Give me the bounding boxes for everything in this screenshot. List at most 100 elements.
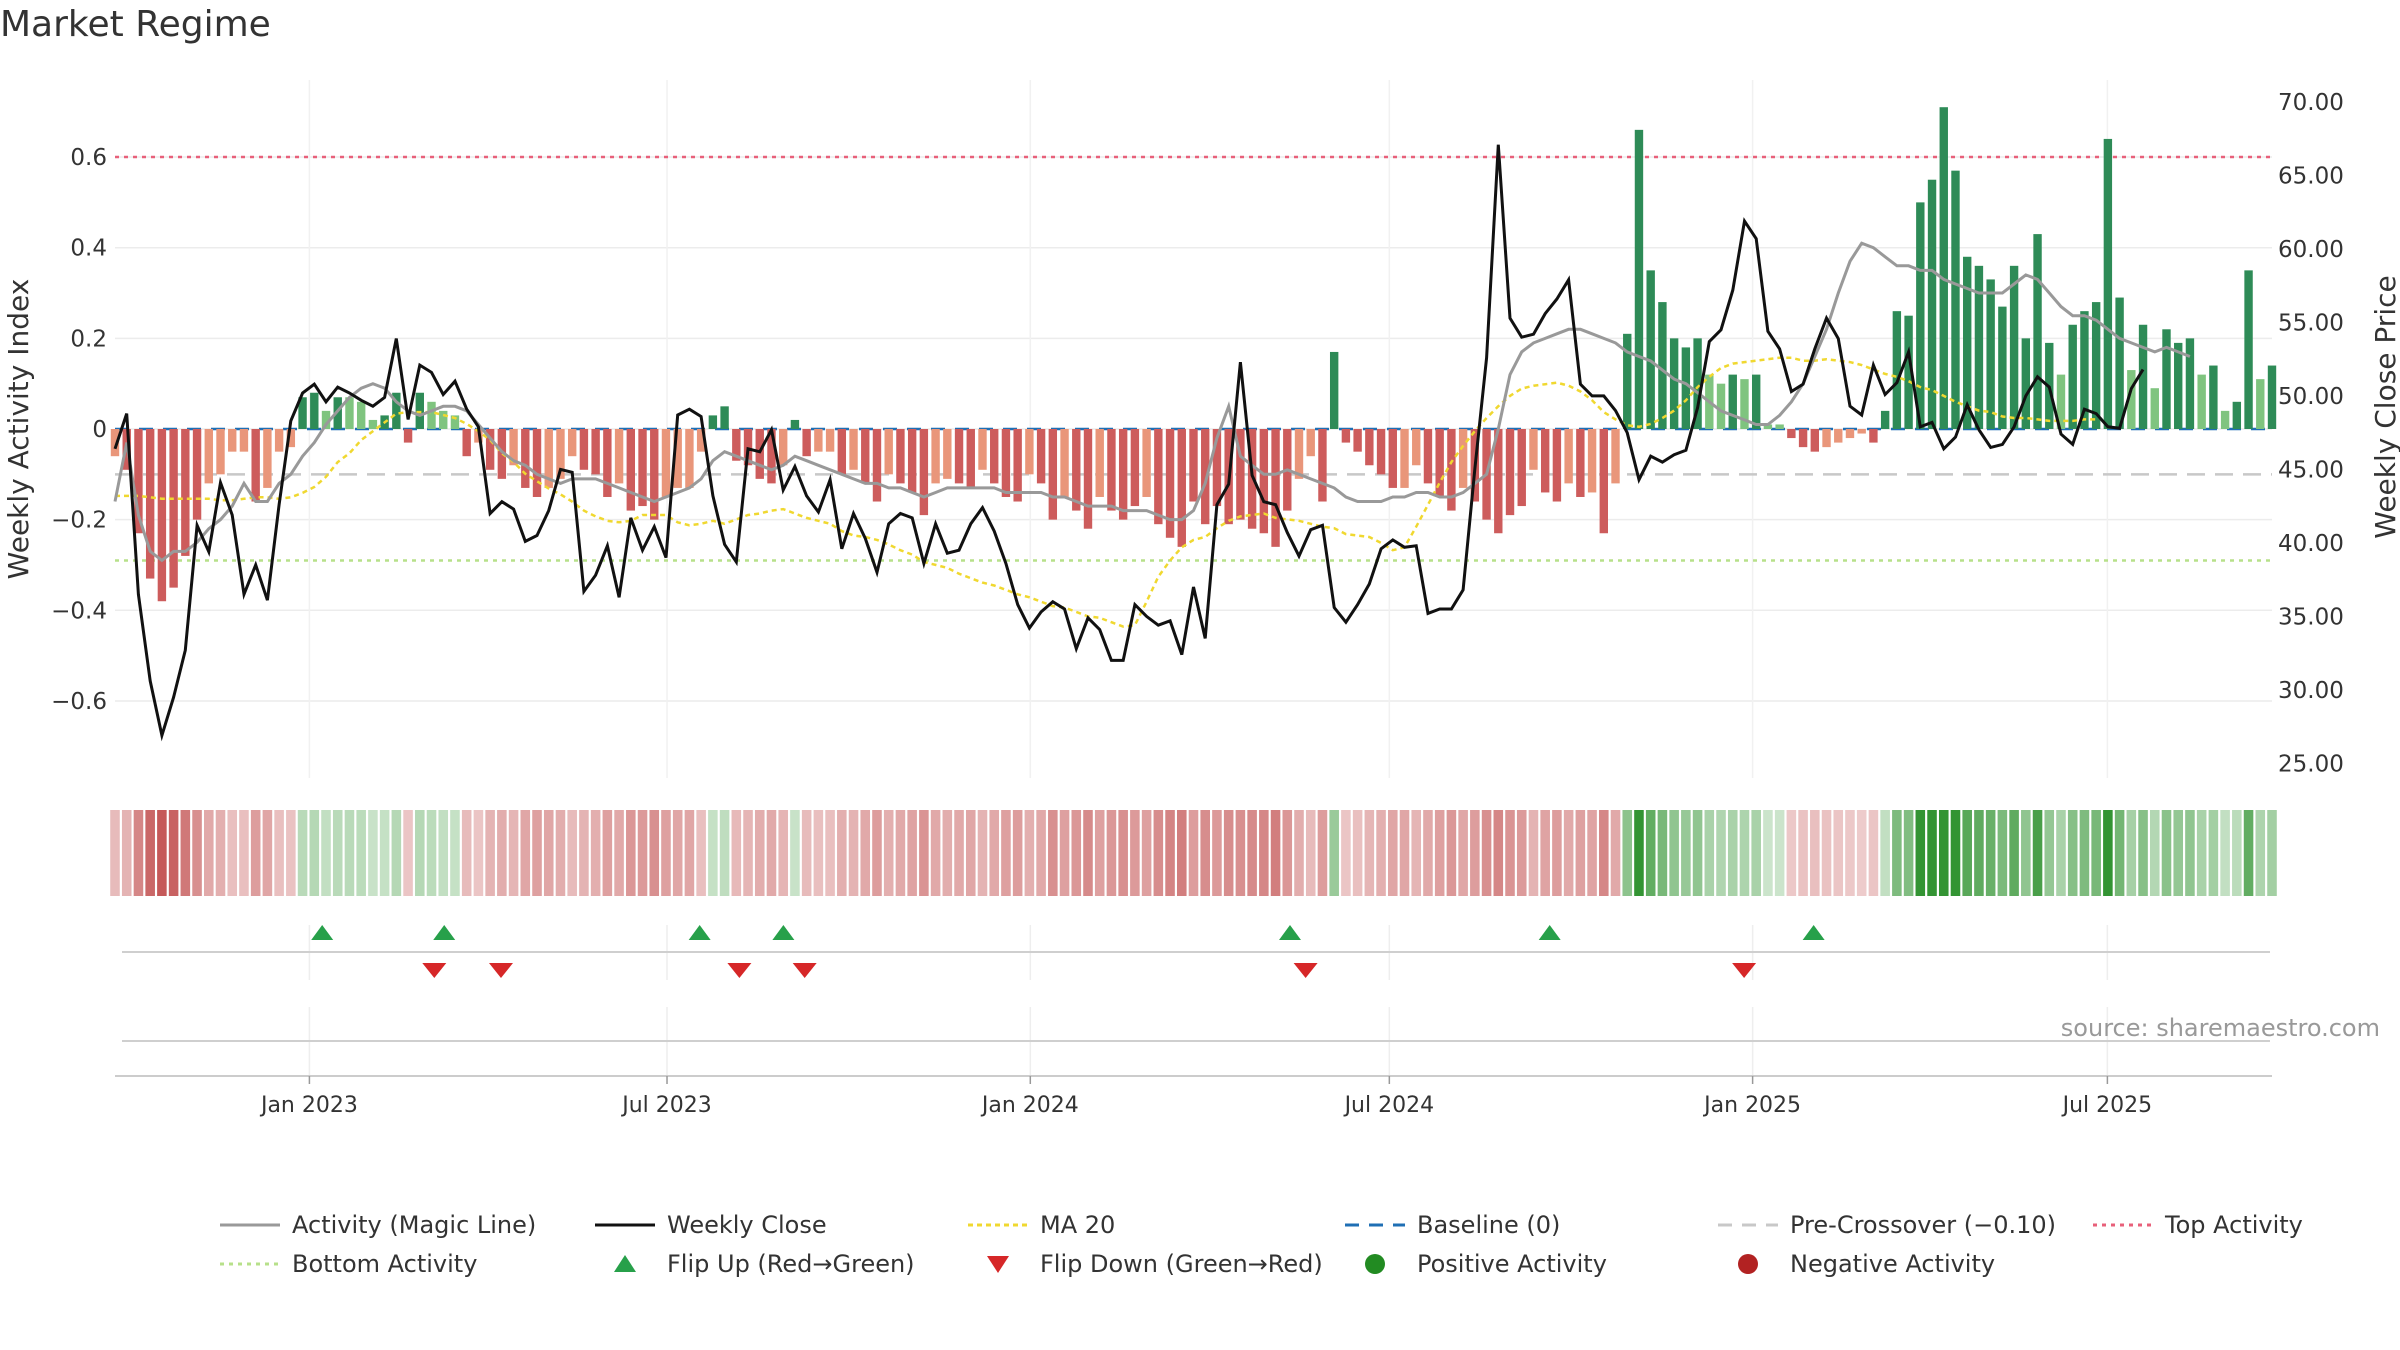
activity-bar [614, 429, 624, 484]
legend-label: Activity (Magic Line) [292, 1211, 536, 1239]
chart-title: Market Regime [0, 4, 271, 45]
y-right-tick-label: 70.00 [2278, 90, 2344, 116]
regime-strip-cell [344, 810, 355, 896]
activity-bar [1658, 302, 1667, 429]
regime-strip-cell [180, 810, 191, 896]
activity-bar [544, 429, 553, 488]
activity-bar [1236, 429, 1245, 520]
regime-strip-cell [133, 810, 144, 896]
activity-bar [2009, 265, 2019, 429]
regime-strip-cell [2056, 810, 2066, 896]
regime-strip-cell [2126, 810, 2137, 896]
flip-down-marker [1293, 963, 1318, 978]
regime-strip-cell [637, 810, 648, 896]
activity-bar [603, 429, 612, 497]
regime-strip-cell [450, 810, 460, 896]
regime-strip-cell [1399, 810, 1410, 896]
activity-bar [2033, 234, 2042, 429]
activity-bar [1728, 374, 1737, 429]
activity-bar [720, 406, 729, 429]
activity-bar [2267, 365, 2277, 429]
regime-strip-cell [977, 810, 988, 896]
regime-strip-cell [860, 810, 871, 896]
activity-bar [1142, 429, 1151, 497]
activity-bar [462, 429, 471, 457]
regime-strip-cell [2091, 810, 2101, 896]
regime-strip-cell [110, 810, 120, 896]
regime-strip-cell [332, 810, 343, 896]
regime-strip-cell [954, 810, 964, 896]
regime-strip-cell [1845, 810, 1855, 896]
regime-strip-cell [497, 810, 507, 896]
activity-bar [169, 429, 178, 588]
activity-bar [1599, 429, 1608, 534]
regime-strip-cell [1036, 810, 1046, 896]
regime-strip-cell [426, 810, 437, 896]
activity-bar [567, 429, 577, 457]
activity-bar [743, 429, 753, 466]
regime-strip-cell [1645, 810, 1656, 896]
activity-bar [884, 429, 893, 475]
activity-bar [1939, 107, 1948, 430]
regime-strip-cell [626, 810, 636, 896]
activity-bar [1857, 429, 1866, 434]
x-tick-label: Jul 2023 [620, 1093, 712, 1118]
activity-bar [286, 429, 296, 448]
regime-strip-cell [415, 810, 425, 896]
legend-label: Pre-Crossover (−0.10) [1790, 1211, 2056, 1239]
regime-strip-cell [1048, 810, 1058, 896]
legend-label: Bottom Activity [292, 1250, 477, 1278]
regime-strip-cell [1540, 810, 1550, 896]
flip-down-marker [422, 963, 447, 978]
activity-bar [1880, 410, 1890, 429]
activity-bar [943, 429, 952, 479]
y-right-tick-label: 25.00 [2278, 751, 2344, 777]
regime-strip-cell [1458, 810, 1468, 896]
flip-up-marker [1802, 925, 1825, 940]
legend-label: Flip Down (Green→Red) [1040, 1250, 1323, 1278]
regime-strip-cell [1141, 810, 1152, 896]
regime-strip-cell [2032, 810, 2043, 896]
activity-bar [2197, 374, 2206, 429]
regime-strip-cell [2220, 810, 2230, 896]
regime-strip-cell [1411, 810, 1422, 896]
activity-bar [110, 429, 120, 457]
regime-strip-cell [403, 810, 413, 896]
regime-strip-cell [790, 810, 800, 896]
activity-bar [1025, 429, 1034, 475]
regime-strip-cell [1188, 810, 1199, 896]
flip-down-marker [727, 963, 752, 978]
legend: Activity (Magic Line) Weekly Close MA 20 Ba… [220, 1211, 2303, 1278]
regime-strip-cell [919, 810, 929, 896]
regime-strip-cell [168, 810, 179, 896]
regime-strip-cell [1094, 810, 1105, 896]
activity-bar [1083, 429, 1093, 529]
regime-strip-cell [1200, 810, 1211, 896]
activity-bar [2021, 338, 2031, 429]
regime-strip-cell [1434, 810, 1445, 896]
activity-bar [1306, 429, 1315, 457]
regime-strip-cell [1739, 810, 1750, 896]
activity-bar [591, 429, 600, 475]
activity-bar [345, 397, 354, 429]
activity-bar [1329, 351, 1339, 429]
regime-strip-cell [356, 810, 366, 896]
legend-label: Weekly Close [667, 1211, 827, 1239]
regime-strip-cell [942, 810, 953, 896]
regime-strip-cell [1223, 810, 1234, 896]
x-axis: Jan 2023 Jul 2023 Jan 2024 Jul 2024 Jan 2025… [115, 1075, 2272, 1118]
regime-strip-cell [1516, 810, 1527, 896]
regime-strip-cell [848, 810, 859, 896]
regime-strip-cell [1001, 810, 1011, 896]
activity-bar [1177, 429, 1186, 547]
regime-strip-cell [602, 810, 613, 896]
regime-strip-cell [1880, 810, 1890, 896]
regime-strip-cell [719, 810, 730, 896]
legend-label: Positive Activity [1417, 1250, 1607, 1278]
regime-strip-cell [2114, 810, 2125, 896]
activity-bar [1916, 202, 1925, 429]
activity-bar [1798, 429, 1808, 448]
activity-bar [228, 429, 237, 452]
